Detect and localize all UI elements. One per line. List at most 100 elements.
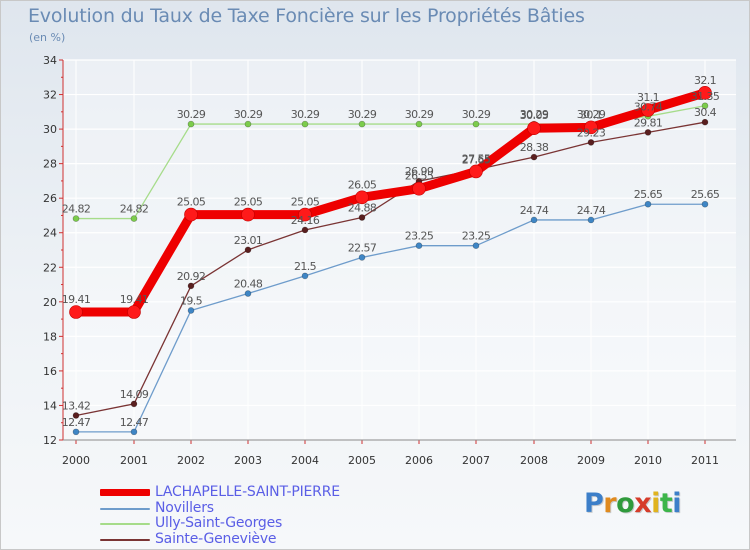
proxiti-logo: Proxiti bbox=[584, 488, 682, 519]
series-0 bbox=[69, 86, 712, 319]
x-tick-label: 2003 bbox=[234, 454, 262, 467]
x-tick-label: 2002 bbox=[177, 454, 205, 467]
legend-swatch bbox=[100, 538, 150, 541]
data-label: 30.1 bbox=[580, 108, 602, 121]
data-point bbox=[698, 86, 712, 100]
data-label: 25.65 bbox=[691, 188, 720, 201]
data-label: 25.05 bbox=[177, 196, 206, 209]
data-label: 31.35 bbox=[691, 90, 720, 103]
data-point bbox=[301, 272, 309, 280]
data-label: 30.29 bbox=[348, 108, 377, 121]
data-point bbox=[130, 215, 138, 222]
data-point bbox=[130, 400, 138, 408]
data-point bbox=[184, 207, 198, 222]
data-point bbox=[530, 216, 538, 224]
legend-swatch bbox=[100, 523, 150, 525]
data-label: 23.25 bbox=[405, 230, 434, 243]
data-point bbox=[584, 120, 598, 135]
y-tick-label: 32 bbox=[43, 89, 57, 102]
data-point bbox=[69, 305, 83, 319]
data-label: 30.29 bbox=[405, 108, 434, 121]
data-point bbox=[587, 216, 595, 224]
data-label: 21.5 bbox=[294, 260, 317, 273]
data-point bbox=[244, 290, 252, 297]
y-tick-label: 16 bbox=[43, 365, 57, 378]
series-1 bbox=[72, 200, 709, 436]
data-point bbox=[187, 307, 195, 314]
data-label: 24.74 bbox=[520, 204, 549, 217]
x-tick-label: 2006 bbox=[405, 454, 433, 467]
data-point bbox=[127, 305, 141, 319]
data-point bbox=[527, 121, 541, 136]
legend-label: LACHAPELLE-SAINT-PIERRE bbox=[155, 484, 340, 500]
data-point bbox=[472, 242, 480, 249]
series-line bbox=[75, 121, 706, 417]
data-label: 24.82 bbox=[120, 203, 149, 216]
data-label: 31.1 bbox=[637, 91, 659, 104]
data-point bbox=[587, 139, 595, 146]
data-label: 20.48 bbox=[234, 278, 263, 291]
legend-swatch bbox=[100, 507, 150, 510]
y-tick-label: 14 bbox=[43, 399, 57, 412]
data-point bbox=[469, 164, 483, 179]
data-point bbox=[187, 282, 195, 290]
data-point bbox=[244, 120, 252, 128]
y-tick-label: 18 bbox=[43, 330, 57, 343]
legend-label: Sainte-Geneviève bbox=[155, 530, 277, 547]
data-label: 27.55 bbox=[462, 152, 491, 165]
series-line bbox=[71, 88, 710, 317]
y-tick-label: 26 bbox=[43, 192, 57, 205]
data-point bbox=[641, 103, 655, 117]
legend-label: Ully-Saint-Georges bbox=[155, 515, 283, 531]
x-tick-label: 2000 bbox=[62, 454, 90, 467]
x-tick-label: 2007 bbox=[462, 454, 490, 467]
data-label: 26.05 bbox=[348, 178, 377, 191]
data-point bbox=[412, 181, 426, 196]
data-label: 29.81 bbox=[634, 116, 663, 129]
y-tick-label: 20 bbox=[43, 296, 57, 309]
x-tick-label: 2008 bbox=[520, 454, 548, 467]
data-label: 30.05 bbox=[520, 109, 549, 122]
y-tick-label: 30 bbox=[43, 123, 57, 136]
data-label: 23.01 bbox=[234, 234, 263, 247]
data-label: 19.5 bbox=[180, 294, 203, 307]
data-label: 30.4 bbox=[694, 106, 717, 119]
data-label: 30.29 bbox=[291, 108, 320, 121]
data-point bbox=[644, 200, 652, 208]
data-label: 19.41 bbox=[120, 293, 149, 306]
data-label: 30.29 bbox=[577, 108, 606, 121]
data-point bbox=[72, 428, 80, 436]
x-tick-label: 2004 bbox=[291, 454, 319, 467]
data-point bbox=[130, 428, 138, 436]
data-label: 20.92 bbox=[177, 270, 206, 283]
legend-label: Novillers bbox=[155, 499, 214, 516]
data-label: 24.82 bbox=[62, 203, 91, 216]
data-label: 22.57 bbox=[348, 241, 377, 254]
x-tick-label: 2001 bbox=[120, 454, 148, 467]
series-line bbox=[75, 203, 706, 433]
data-point bbox=[644, 129, 652, 136]
data-point bbox=[72, 412, 80, 419]
data-point bbox=[301, 120, 309, 128]
data-label: 26.55 bbox=[405, 170, 434, 183]
unit-label: (en %) bbox=[29, 31, 66, 44]
x-tick-label: 2009 bbox=[577, 454, 605, 467]
data-label: 24.16 bbox=[291, 214, 320, 227]
data-label: 13.42 bbox=[62, 399, 91, 412]
y-tick-label: 24 bbox=[43, 227, 57, 240]
data-label: 24.88 bbox=[348, 202, 377, 215]
data-point bbox=[244, 246, 252, 254]
y-tick-label: 28 bbox=[43, 158, 57, 171]
data-point bbox=[415, 242, 423, 249]
data-point bbox=[358, 120, 366, 128]
data-point bbox=[701, 118, 709, 126]
data-label: 27.65 bbox=[462, 154, 491, 167]
data-point bbox=[241, 207, 255, 222]
data-label: 25.05 bbox=[291, 196, 320, 209]
data-label: 19.41 bbox=[62, 293, 91, 306]
x-tick-label: 2011 bbox=[691, 454, 719, 467]
data-label: 24.74 bbox=[577, 204, 606, 217]
data-label: 30.29 bbox=[520, 108, 549, 121]
